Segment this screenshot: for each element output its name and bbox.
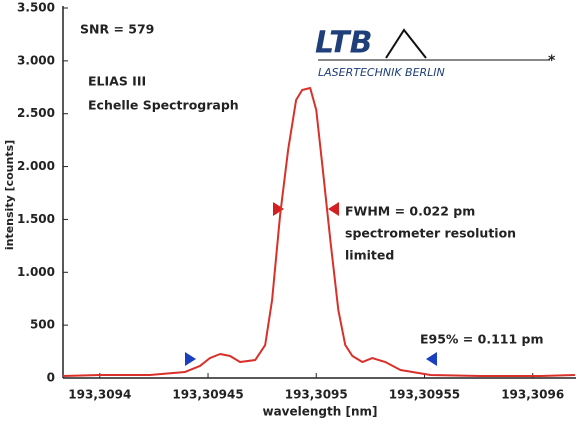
x-axis-title: wavelength [nm] [262,405,377,419]
e95-marker [185,352,196,366]
x-tick-label: 193,30955 [389,388,460,402]
annotation: Echelle Spectrograph [88,98,239,113]
fwhm-marker [328,202,339,216]
annotation: FWHM = 0.022 pm [345,204,475,219]
y-axis-title: intensity [counts] [3,140,16,250]
annotation: SNR = 579 [80,22,154,37]
x-tick-label: 193,30945 [172,388,243,402]
x-tick-label: 193,3094 [68,388,131,402]
y-tick-label: 0 [47,371,55,385]
y-tick-label: 1.500 [17,212,55,226]
logo-title: LTB [315,26,372,61]
logo-lambda [385,28,427,59]
y-tick-label: 3.000 [17,53,55,67]
y-tick-label: 2.000 [17,159,55,173]
annotation: spectrometer resolution [345,226,516,241]
fwhm-marker [273,202,284,216]
annotation: ELIAS III [88,74,146,89]
y-tick-label: 3.500 [17,1,55,15]
logo-star: * [548,53,556,69]
logo-subtitle: LASERTECHNIK BERLIN [318,66,445,79]
x-tick-label: 193,3095 [285,388,348,402]
annotation: E95% = 0.111 pm [420,332,544,347]
y-tick-label: 1.000 [17,265,55,279]
e95-marker [426,352,437,366]
spectrum-line [62,87,575,377]
y-tick-label: 500 [30,318,55,332]
annotation: limited [345,248,394,263]
y-tick-label: 2.500 [17,106,55,120]
x-tick-label: 193,3096 [501,388,564,402]
